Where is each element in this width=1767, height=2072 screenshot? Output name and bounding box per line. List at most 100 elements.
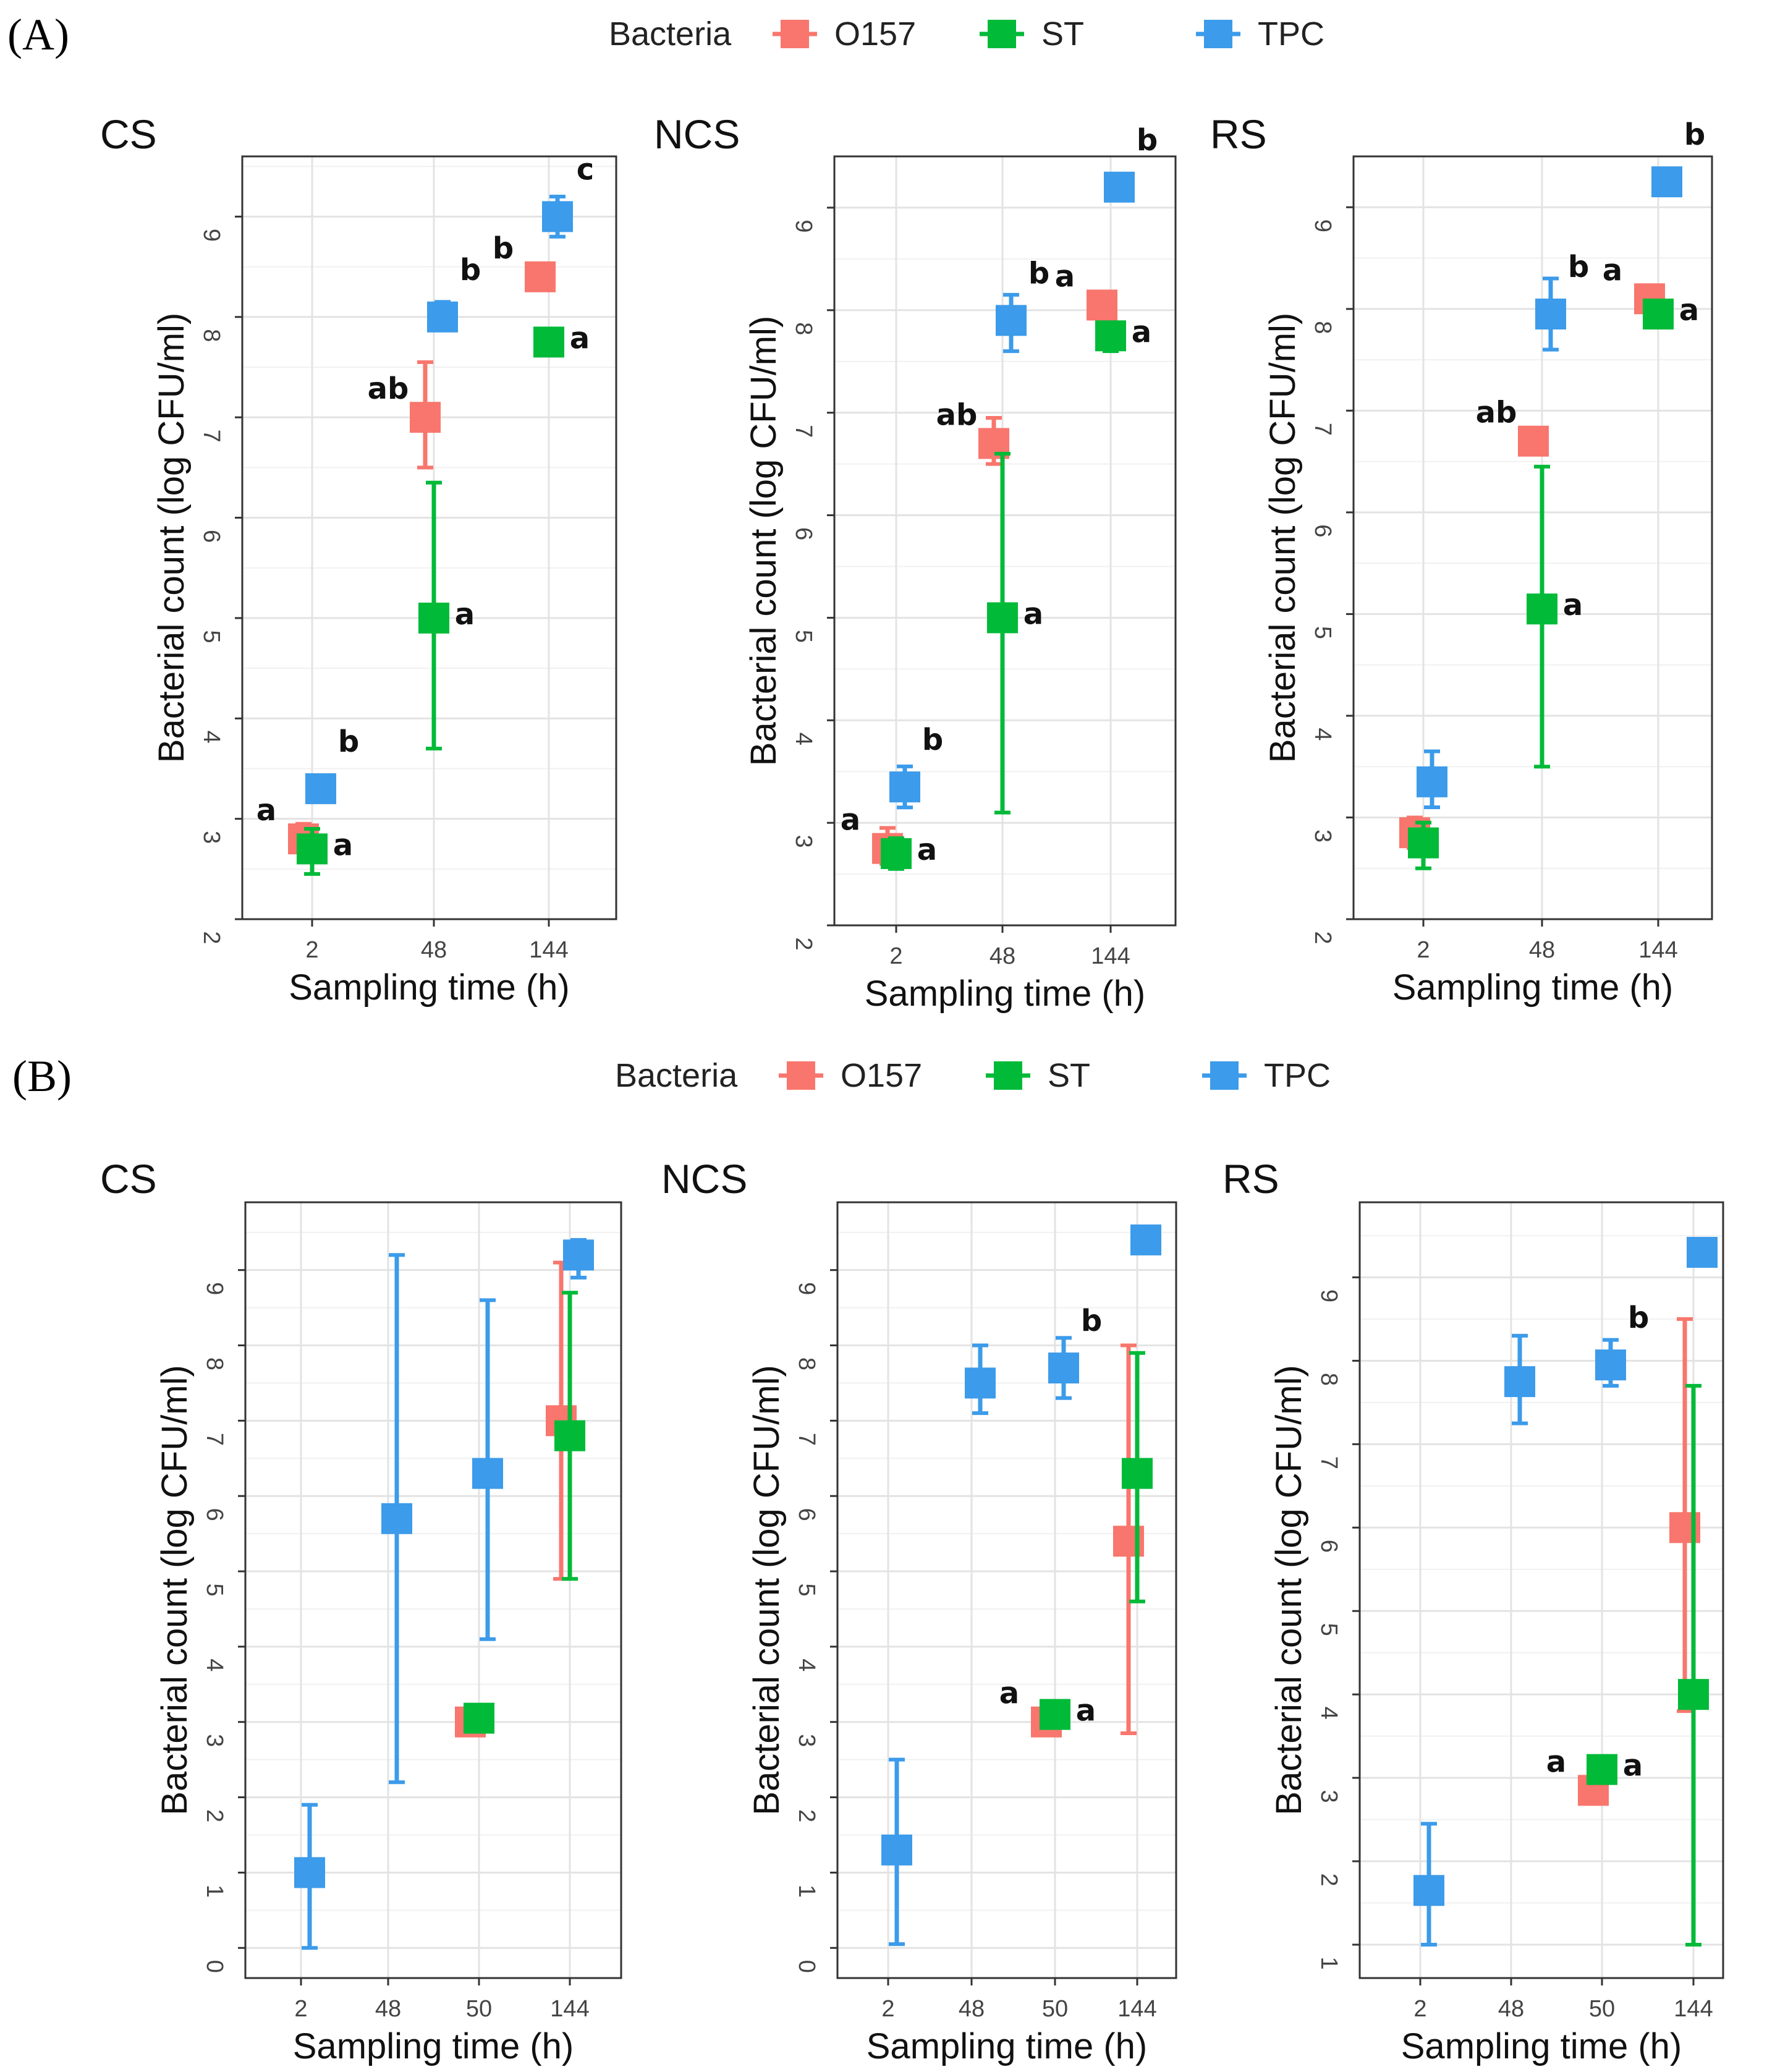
sig-label-tpc: b — [1628, 1301, 1649, 1335]
legend-title: Bacteria — [609, 15, 732, 53]
sig-label-st: a — [570, 321, 590, 355]
sig-label-tpc: b — [1028, 256, 1049, 291]
x-tick-label: 2 — [305, 937, 318, 963]
y-tick-label: 8 — [1316, 1373, 1342, 1386]
x-axis-title: Sampling time (h) — [1401, 2026, 1682, 2066]
y-tick-label: 9 — [1316, 1289, 1342, 1302]
point-tpc — [1535, 299, 1566, 330]
sig-label-o157: a — [1055, 260, 1075, 294]
y-tick-label: 8 — [794, 1357, 820, 1370]
x-axis-title: Sampling time (h) — [865, 974, 1145, 1014]
x-tick-label: 144 — [1117, 1996, 1156, 2022]
y-tick-label: 8 — [198, 329, 224, 342]
y-tick-label: 6 — [198, 530, 224, 543]
y-tick-label: 6 — [794, 1508, 820, 1521]
y-tick-label: 2 — [1316, 1874, 1342, 1887]
point-st — [1587, 1754, 1617, 1785]
x-tick-label: 50 — [1589, 1996, 1615, 2022]
point-tpc — [889, 771, 920, 803]
sig-label-o157: ab — [936, 397, 978, 432]
y-tick-label: 4 — [1316, 1707, 1342, 1720]
legend-label-o157: O157 — [841, 1057, 922, 1094]
point-o157 — [1087, 289, 1117, 321]
y-tick-label: 6 — [201, 1508, 227, 1521]
data-marks — [1413, 1236, 1718, 1947]
chart-title: RS — [1222, 1156, 1279, 1202]
chart-a-ncs: NCS 2 3 4 5 6 7 8 9 2 48 144 Sampling time (h) Bacter… — [654, 111, 1177, 1014]
chart-title: NCS — [661, 1156, 747, 1202]
y-tick-label: 9 — [201, 1282, 227, 1295]
chart-title: CS — [100, 1156, 157, 1202]
y-tick-label: 4 — [790, 732, 816, 745]
sig-label-o157: ab — [368, 372, 409, 406]
sig-label-tpc: b — [460, 253, 481, 287]
legend-key-st — [980, 20, 1024, 48]
y-tick-label: 5 — [794, 1583, 820, 1596]
plot-border — [836, 1201, 1177, 1979]
y-tick-label: 6 — [1310, 524, 1336, 537]
y-tick-label: 2 — [201, 1809, 227, 1822]
point-tpc — [1413, 1875, 1444, 1906]
legend-key-tpc — [1196, 20, 1240, 48]
chart-a-cs: CS 2 3 4 5 6 7 8 9 2 48 144 Sampling time (h) Bacteri… — [100, 111, 617, 1008]
x-tick-label: 48 — [1498, 1996, 1524, 2022]
y-tick-label: 4 — [201, 1658, 227, 1671]
sig-label-st: a — [1076, 1694, 1096, 1728]
sig-label-st: a — [1623, 1749, 1643, 1783]
chart-title: CS — [100, 111, 157, 157]
point-tpc — [305, 773, 336, 804]
legend-key-o157 — [773, 20, 817, 48]
sig-label-tpc: b — [1137, 123, 1158, 158]
y-tick-label: 4 — [794, 1658, 820, 1671]
point-tpc — [381, 1503, 412, 1534]
point-o157 — [410, 402, 441, 433]
y-tick-label: 5 — [1310, 626, 1336, 639]
chart-title: RS — [1210, 111, 1267, 157]
chart-b-rs: RS 1 2 3 4 5 6 7 8 9 2 48 50 144 Sampling time (h) Bact… — [1222, 1156, 1724, 2066]
y-tick-label: 9 — [1310, 219, 1336, 232]
point-st — [1678, 1679, 1709, 1710]
sig-label-st: a — [333, 828, 353, 862]
point-tpc — [1651, 166, 1682, 198]
y-axis-title: Bacterial count (log CFU/ml) — [744, 316, 784, 766]
x-tick-label: 50 — [466, 1996, 492, 2022]
data-marks — [288, 194, 573, 876]
x-axis-title: Sampling time (h) — [1392, 967, 1673, 1008]
point-tpc — [1104, 171, 1135, 203]
point-st — [1527, 593, 1557, 625]
legend-key-o157 — [779, 1061, 823, 1090]
point-st — [418, 602, 449, 634]
point-st — [1122, 1458, 1153, 1489]
legend-label-st: ST — [1048, 1057, 1090, 1094]
point-tpc — [294, 1857, 325, 1888]
sig-label-tpc: b — [1568, 250, 1589, 284]
y-axis-title: Bacterial count (log CFU/ml) — [1263, 313, 1303, 763]
chart-a-rs: RS 2 3 4 5 6 7 8 9 2 48 144 Sampling time (h) Bacteri… — [1210, 111, 1713, 1008]
y-tick-label: 8 — [201, 1357, 227, 1370]
y-tick-label: 9 — [198, 229, 224, 242]
point-st — [464, 1702, 494, 1734]
data-marks — [881, 1224, 1161, 1947]
x-tick-label: 48 — [421, 937, 447, 963]
sig-label-o157: a — [256, 793, 276, 828]
chart-b-ncs: NCS 0 1 2 3 4 5 6 7 8 9 2 48 50 144 Sampling time (h) Ba… — [661, 1156, 1177, 2066]
point-tpc — [996, 305, 1027, 336]
sig-label-o157: a — [1603, 253, 1622, 287]
gridlines — [1354, 156, 1712, 920]
y-tick-label: 3 — [1310, 830, 1336, 843]
x-tick-label: 144 — [550, 1996, 589, 2022]
x-tick-label: 48 — [959, 1996, 985, 2022]
y-tick-label: 0 — [201, 1960, 227, 1973]
y-tick-label: 4 — [198, 731, 224, 744]
gridlines — [1360, 1202, 1723, 1978]
y-axis-title: Bacterial count (log CFU/ml) — [155, 1365, 195, 1815]
gridlines — [834, 156, 1176, 927]
significance-labels: a a b — [999, 1304, 1102, 1728]
y-tick-label: 1 — [1316, 1956, 1342, 1969]
sig-label-tpc: b — [922, 723, 943, 757]
legend-title: Bacteria — [615, 1057, 738, 1094]
data-marks — [294, 1238, 594, 1950]
